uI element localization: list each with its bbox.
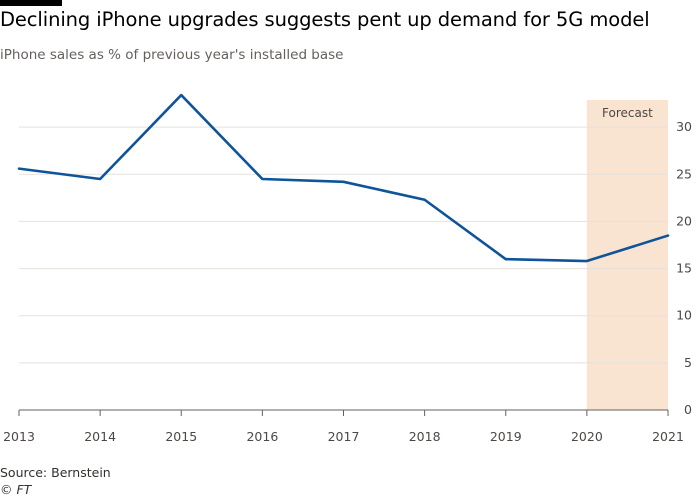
line-chart: Forecast 0 5 10 15 20 25 30 2013 2014 2015 2016 2017… [3,93,692,444]
y-tick-label: 30 [676,119,692,134]
x-tick-label: 2017 [328,429,360,444]
x-tick-label: 2013 [3,429,35,444]
forecast-band [586,100,668,410]
x-tick-label: 2021 [652,429,684,444]
y-tick-label: 20 [676,213,692,228]
series-line [17,93,670,263]
y-tick-label: 15 [676,261,692,276]
copyright-credit: © FT [0,482,32,497]
y-tick-label: 0 [684,402,692,417]
x-tick-label: 2020 [571,429,603,444]
chart-title: Declining iPhone upgrades suggests pent … [0,8,650,31]
source-note: Source: Bernstein [0,465,111,480]
brand-top-bar [0,0,62,6]
forecast-label: Forecast [602,106,653,120]
x-tick-label: 2018 [409,429,441,444]
x-tick-label: 2014 [84,429,116,444]
x-tick-label: 2015 [165,429,197,444]
y-tick-label: 5 [684,355,692,370]
chart-subtitle: iPhone sales as % of previous year's ins… [0,47,344,63]
y-tick-label: 25 [676,166,692,181]
x-tick-label: 2016 [246,429,278,444]
y-tick-label: 10 [676,308,692,323]
x-tick-label: 2019 [490,429,522,444]
